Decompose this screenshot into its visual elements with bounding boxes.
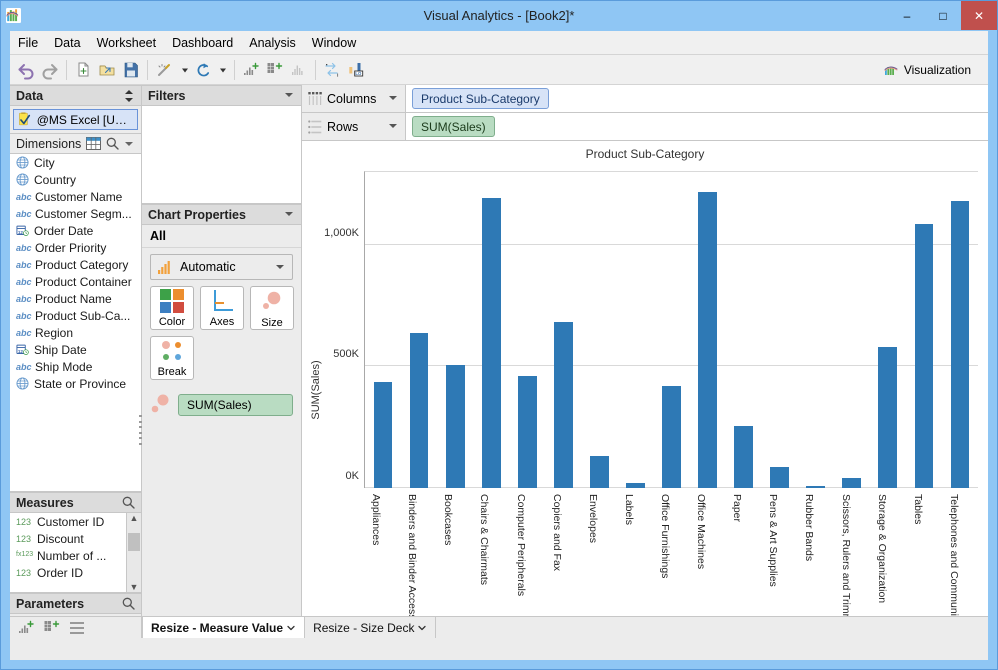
svg-text:12: 12: [18, 349, 24, 354]
svg-text:LO: LO: [355, 71, 362, 76]
svg-text:12: 12: [18, 230, 24, 235]
